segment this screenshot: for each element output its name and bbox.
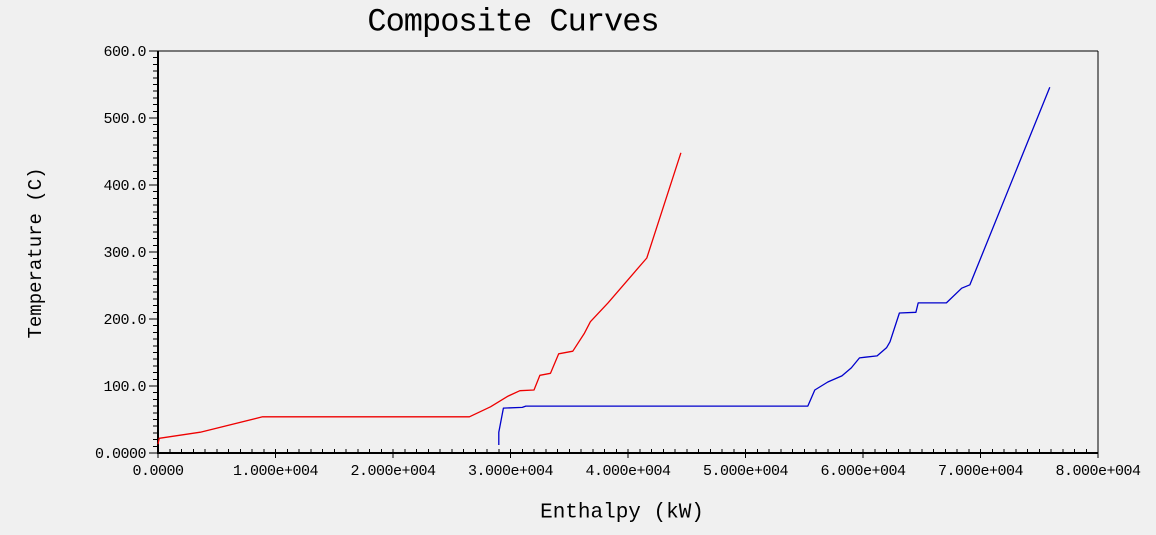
y-tick-label: 0.0000 (95, 446, 147, 463)
hot-composite-curve (157, 152, 682, 445)
x-tick-label: 3.000e+004 (468, 463, 554, 480)
x-tick-label: 2.000e+004 (350, 463, 436, 480)
x-tick-label: 4.000e+004 (585, 463, 671, 480)
x-tick-label: 0.0000 (132, 463, 184, 480)
x-tick-label: 8.000e+004 (1055, 463, 1141, 480)
x-axis-label: Enthalpy (kW) (540, 501, 704, 525)
y-tick-label: 100.0 (103, 379, 146, 396)
x-tick-label: 6.000e+004 (820, 463, 906, 480)
y-tick-label: 200.0 (103, 312, 146, 329)
cold-composite-curve (498, 86, 1051, 445)
y-tick-label: 600.0 (103, 44, 146, 61)
y-tick-label: 500.0 (103, 111, 146, 128)
chart-title: Composite Curves (367, 3, 659, 41)
y-tick-label: 300.0 (103, 245, 146, 262)
x-tick-label: 5.000e+004 (703, 463, 789, 480)
x-tick-label: 1.000e+004 (233, 463, 319, 480)
y-tick-label: 400.0 (103, 178, 146, 195)
x-tick-label: 7.000e+004 (938, 463, 1024, 480)
